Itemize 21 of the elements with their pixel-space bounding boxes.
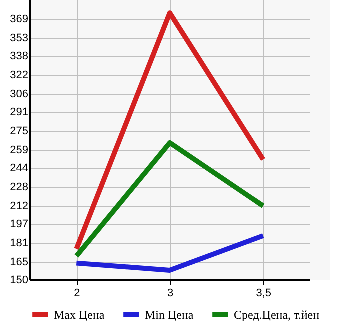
y-tick-label: 275 (10, 126, 28, 138)
y-tick-label: 181 (10, 238, 28, 250)
y-tick-label: 212 (10, 200, 28, 213)
x-tick-label: 3,5 (256, 288, 272, 300)
y-tick-label: 306 (10, 88, 28, 101)
y-tick-label: 353 (10, 32, 28, 45)
legend-label: Сред.Цена, т.йен (234, 308, 320, 322)
y-tick-label: 197 (10, 218, 28, 230)
y-tick-label: 228 (10, 182, 28, 194)
y-tick-label: 244 (10, 162, 28, 174)
y-tick-label: 291 (10, 106, 28, 118)
y-tick-label: 150 (10, 274, 28, 286)
y-tick-label: 259 (10, 144, 28, 157)
y-tick-label: 165 (10, 256, 28, 269)
y-tick-label: 369 (10, 14, 28, 26)
y-tick-label: 322 (10, 70, 28, 82)
legend-label: Min Цена (145, 308, 194, 322)
x-tick-label: 2 (74, 288, 80, 300)
legend-label: Max Цена (54, 308, 106, 322)
y-tick-label: 338 (10, 50, 28, 62)
x-tick-label: 3 (167, 288, 174, 300)
